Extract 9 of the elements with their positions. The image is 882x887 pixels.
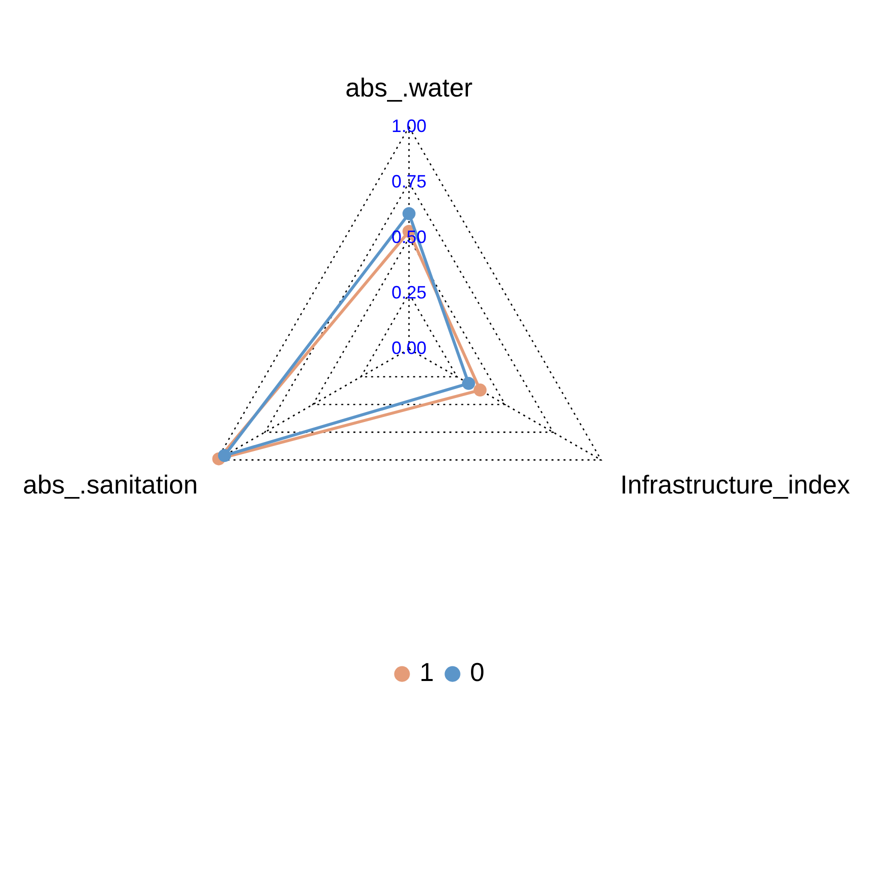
legend-label: 1	[420, 657, 434, 688]
spoke-label: Infrastructure_index	[620, 470, 850, 500]
y-tick-label: 0.00	[391, 338, 427, 358]
y-tick-label: 0.25	[391, 282, 427, 302]
legend-label: 0	[470, 657, 484, 688]
y-tick-label: 1.00	[391, 116, 427, 136]
y-tick-label: 0.75	[391, 172, 427, 192]
spoke-label: abs_.water	[345, 72, 473, 103]
spoke-label: abs_.sanitation	[22, 470, 198, 500]
